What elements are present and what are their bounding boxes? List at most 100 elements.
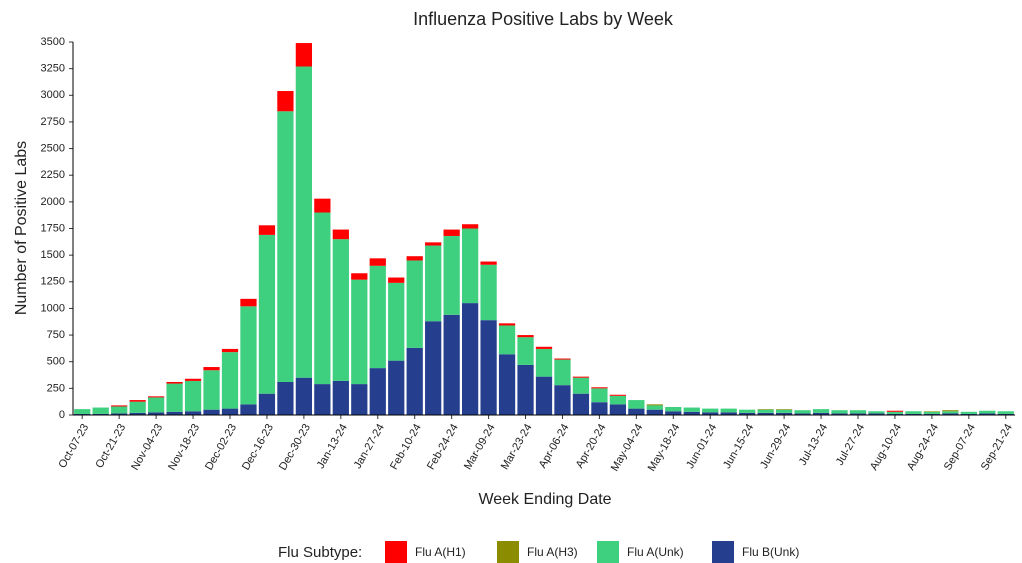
bar-segment — [295, 43, 313, 67]
y-tick-label: 500 — [47, 356, 65, 368]
bar-segment — [388, 282, 405, 361]
x-tick-label: Dec-30-23 — [277, 422, 313, 472]
y-tick-label: 2750 — [41, 116, 65, 128]
bar-segment — [517, 335, 534, 338]
bar-segment — [203, 367, 220, 371]
bar-segment — [498, 325, 516, 355]
bar-segment — [609, 395, 627, 405]
bar-segment — [351, 384, 368, 415]
bar-segment — [702, 408, 719, 413]
bar-segment — [831, 413, 848, 415]
bar-segment — [849, 413, 867, 415]
bar-segment — [905, 413, 922, 415]
bar-segment — [332, 380, 349, 415]
bar-segment — [258, 234, 276, 394]
x-tick-label: Nov-04-23 — [129, 422, 165, 472]
bar-segment — [572, 393, 590, 415]
x-tick-label: Jun-01-24 — [684, 422, 719, 471]
bar-segment — [628, 400, 645, 409]
bar-segment — [868, 411, 885, 414]
bar-segment — [960, 411, 977, 414]
bar-segment — [942, 410, 959, 412]
x-tick-label: Aug-24-24 — [905, 422, 941, 472]
bar-segment — [960, 413, 977, 415]
bar-segment — [775, 412, 793, 415]
bar-segment — [683, 411, 700, 415]
bar-segment — [240, 298, 257, 307]
bar-segment — [406, 260, 423, 348]
bar-segment — [332, 229, 349, 240]
x-tick-label: Dec-02-23 — [203, 422, 239, 472]
bar-segment — [314, 198, 331, 213]
bar-segment — [277, 91, 294, 112]
y-axis-label: Number of Positive Labs — [13, 141, 30, 315]
bar-segment — [332, 239, 349, 381]
bar-segment — [221, 408, 239, 415]
bar-segment — [314, 384, 331, 415]
x-tick-label: Jan-27-24 — [352, 422, 387, 471]
x-tick-label: Feb-10-24 — [388, 422, 424, 472]
bar-segment — [147, 412, 165, 415]
y-tick-label: 1500 — [41, 249, 65, 261]
bar-segment — [240, 404, 257, 415]
bar-segment — [628, 408, 645, 415]
bar-segment — [369, 368, 386, 415]
bar-segment — [720, 412, 737, 415]
bar-segment — [277, 111, 294, 382]
x-tick-label: Nov-18-23 — [166, 422, 202, 472]
bar-segment — [480, 261, 497, 265]
bar-segment — [997, 413, 1014, 415]
bar-segment — [166, 381, 183, 384]
bar-segment — [757, 409, 774, 413]
bar-segment — [794, 413, 811, 415]
y-tick-label: 250 — [47, 382, 65, 394]
bar-segment — [92, 407, 109, 414]
bar-segment — [203, 370, 220, 410]
bar-segment — [240, 306, 257, 405]
x-tick-label: Dec-16-23 — [240, 422, 276, 472]
legend-swatch — [597, 541, 619, 563]
y-tick-label: 3000 — [41, 89, 65, 101]
y-tick-label: 0 — [59, 409, 65, 421]
bar-segment — [129, 401, 146, 413]
y-tick-label: 750 — [47, 329, 65, 341]
x-tick-label: Mar-09-24 — [462, 422, 498, 472]
bar-segment — [480, 320, 497, 415]
legend-label: Flu A(H1) — [415, 545, 466, 559]
bar-segment — [221, 348, 239, 353]
x-tick-label: Jun-29-24 — [758, 422, 793, 471]
x-tick-label: Oct-21-23 — [93, 422, 128, 470]
bar-segment — [609, 404, 627, 415]
bar-segment — [535, 348, 553, 377]
bar-segment — [554, 385, 571, 415]
bar-segment — [554, 358, 571, 360]
bar-segment — [351, 279, 368, 385]
bar-segment — [92, 413, 109, 415]
bar-segment — [184, 378, 202, 381]
bar-segment — [461, 224, 479, 229]
x-tick-label: Apr-06-24 — [537, 422, 572, 470]
bar-segment — [184, 380, 202, 412]
x-tick-label: Jul-13-24 — [797, 422, 830, 468]
bar-segment — [683, 407, 700, 412]
bar-segment — [646, 404, 663, 406]
x-tick-label: Jun-15-24 — [721, 422, 756, 471]
bar-segment — [314, 212, 331, 385]
bar-segment — [572, 376, 590, 378]
bar-segment — [886, 411, 904, 414]
bar-segment — [665, 411, 682, 415]
x-tick-label: Apr-20-24 — [574, 422, 609, 470]
bar-segment — [572, 377, 590, 394]
y-tick-label: 1750 — [41, 222, 65, 234]
bar-segment — [942, 411, 959, 414]
bar-segment — [111, 413, 128, 415]
x-tick-label: Feb-24-24 — [425, 422, 461, 472]
bar-segment — [849, 410, 867, 414]
bar-segment — [295, 377, 313, 415]
x-tick-label: Oct-07-23 — [56, 422, 91, 470]
legend-swatch — [712, 541, 734, 563]
bar-segment — [295, 66, 313, 378]
x-tick-label: Jan-13-24 — [315, 422, 350, 471]
bar-segment — [905, 411, 922, 414]
